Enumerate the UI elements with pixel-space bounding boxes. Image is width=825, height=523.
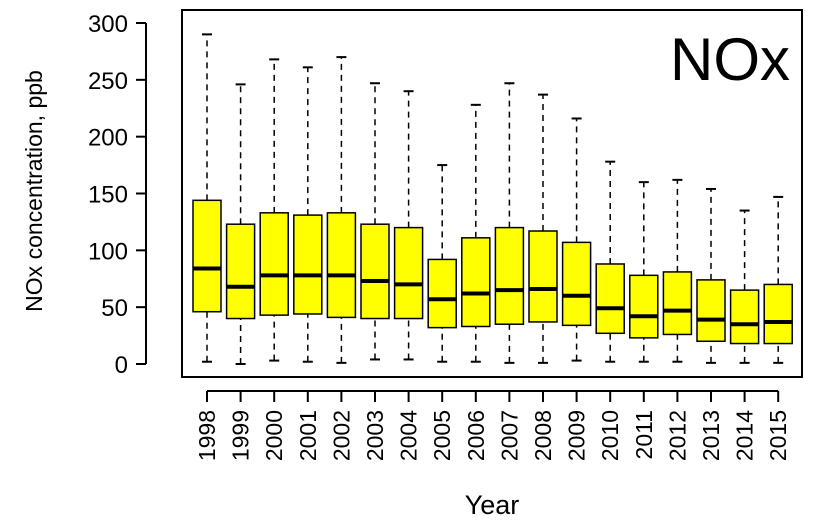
box-1998 <box>192 33 222 363</box>
box-series <box>192 33 793 365</box>
y-tick-label: 50 <box>101 295 128 322</box>
box-2012 <box>662 178 693 363</box>
iqr-box <box>528 230 558 323</box>
iqr-box <box>729 289 760 345</box>
y-tick-label: 0 <box>115 352 128 379</box>
x-tick-label: 2007 <box>496 410 522 461</box>
box-2004 <box>393 90 424 361</box>
x-tick-label: 2010 <box>597 410 623 461</box>
box-2015 <box>763 195 793 364</box>
y-axis: 0 50 100 150 200 250 300 <box>88 11 146 379</box>
box-2001 <box>293 66 323 363</box>
iqr-box <box>192 199 222 313</box>
box-2007 <box>494 82 525 364</box>
iqr-box <box>225 223 256 320</box>
box-2013 <box>696 187 726 364</box>
box-2005 <box>427 164 457 363</box>
iqr-box <box>427 258 457 329</box>
iqr-box <box>595 263 625 335</box>
chart-title: NOx <box>670 26 790 93</box>
box-2000 <box>259 58 289 362</box>
iqr-box <box>259 212 289 316</box>
x-axis: 1998 1999 2000 2001 2002 2003 2004 2005 2006 2007… <box>194 390 791 461</box>
x-tick-label: 2011 <box>631 410 657 459</box>
x-tick-label: 2015 <box>765 410 791 461</box>
x-tick-label: 2013 <box>698 410 724 461</box>
y-tick-label: 300 <box>88 11 128 38</box>
plot-frame <box>181 9 803 378</box>
box-2008 <box>528 93 558 364</box>
x-tick-label: 1998 <box>194 410 220 461</box>
iqr-box <box>326 212 357 319</box>
y-axis-label: NOx concentration, ppb <box>21 70 47 312</box>
box-2009 <box>561 117 592 362</box>
box-2010 <box>595 160 625 363</box>
iqr-box <box>461 237 491 328</box>
box-2011 <box>629 181 659 363</box>
iqr-box <box>494 226 525 325</box>
box-1999 <box>225 83 256 365</box>
x-tick-label: 2004 <box>396 410 422 461</box>
x-tick-label: 1999 <box>228 410 254 461</box>
y-tick-label: 200 <box>88 125 128 152</box>
x-tick-label: 2006 <box>463 410 489 461</box>
x-axis-label: Year <box>465 490 520 520</box>
y-tick-label: 100 <box>88 238 128 265</box>
x-tick-label: 2012 <box>664 410 690 461</box>
y-tick-label: 150 <box>88 182 128 209</box>
x-tick-label: 2000 <box>261 410 287 461</box>
iqr-box <box>696 279 726 343</box>
box-2002 <box>326 56 357 364</box>
x-tick-label: 2003 <box>362 410 388 461</box>
iqr-box <box>293 214 323 315</box>
box-2014 <box>729 209 760 364</box>
iqr-box <box>763 283 793 345</box>
box-2006 <box>461 103 491 363</box>
x-tick-label: 2005 <box>429 410 455 461</box>
iqr-box <box>393 226 424 320</box>
x-tick-label: 2002 <box>328 410 354 461</box>
iqr-box <box>561 241 592 327</box>
x-tick-label: 2001 <box>295 410 321 461</box>
y-tick-label: 250 <box>88 68 128 95</box>
iqr-box <box>360 223 390 320</box>
x-tick-label: 2009 <box>564 410 590 461</box>
iqr-box <box>662 271 693 336</box>
iqr-box <box>629 274 659 339</box>
x-tick-label: 2014 <box>732 410 758 461</box>
box-2003 <box>360 82 390 361</box>
x-tick-label: 2008 <box>530 410 556 461</box>
